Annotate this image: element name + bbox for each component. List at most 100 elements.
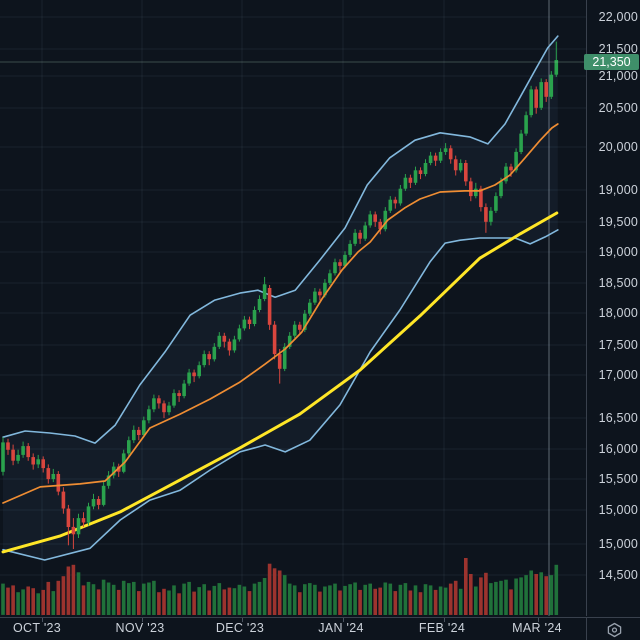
volume-bar <box>328 585 332 615</box>
candle-body <box>494 196 498 211</box>
candle-body <box>137 429 141 435</box>
chart-plot-area[interactable] <box>0 0 586 617</box>
candle-body <box>524 115 528 134</box>
volume-bar <box>21 589 25 615</box>
volume-bar <box>16 592 20 615</box>
volume-bar <box>172 585 176 615</box>
volume-bar <box>489 583 493 615</box>
price-axis-label: 16,500 <box>598 411 638 425</box>
volume-bar <box>247 591 252 615</box>
candle-body <box>1 442 5 472</box>
candle-body <box>363 225 367 239</box>
price-axis-label: 21,500 <box>598 42 638 56</box>
candle-body <box>21 446 25 455</box>
candle-body <box>192 372 196 377</box>
volume-bar <box>101 579 106 615</box>
volume-bar <box>182 583 186 615</box>
candle-body <box>333 262 337 274</box>
candle-body <box>152 398 156 410</box>
time-axis-label: FEB '24 <box>418 621 466 635</box>
price-axis-label: 16,000 <box>598 442 638 456</box>
candle-body <box>358 232 362 239</box>
candle-body <box>287 335 292 347</box>
volume-bar <box>418 592 423 615</box>
time-axis-label: JAN '24 <box>318 621 364 635</box>
price-axis-label: 18,500 <box>598 276 638 290</box>
candle-body <box>443 148 448 152</box>
volume-bar <box>106 582 111 615</box>
volume-bar <box>41 589 45 615</box>
volume-bar <box>31 588 35 615</box>
candle-body <box>247 319 252 324</box>
candle-body <box>242 319 247 329</box>
candle-body <box>318 291 322 296</box>
candle-body <box>368 214 372 226</box>
volume-bar <box>1 583 5 615</box>
time-axis-tick <box>343 618 344 622</box>
volume-bar <box>11 585 15 615</box>
volume-bar <box>162 588 166 615</box>
axis-corner <box>586 617 640 640</box>
volume-bar <box>207 590 211 615</box>
candle-body <box>539 82 543 108</box>
candle-body <box>267 288 272 325</box>
candle-body <box>448 148 453 160</box>
candle-body <box>252 310 257 324</box>
volume-bar <box>227 587 232 615</box>
price-axis-label: 15,000 <box>598 537 638 551</box>
price-axis-label: 19,500 <box>598 215 638 229</box>
volume-bar <box>287 583 292 615</box>
candle-body <box>227 341 232 351</box>
candle-body <box>36 459 40 465</box>
time-axis[interactable]: OCT '23 NOV '23 DEC '23 JAN '24 FEB '24 MAR '… <box>0 617 586 640</box>
candle-body <box>237 328 242 340</box>
price-axis-label: 15,000 <box>598 503 638 517</box>
candle-body <box>458 163 463 171</box>
volume-bar <box>257 581 262 615</box>
candle-body <box>418 170 423 174</box>
candle-body <box>81 518 86 523</box>
volume-bar <box>514 578 518 615</box>
candle-body <box>56 474 61 492</box>
volume-bar <box>56 580 61 615</box>
candle-body <box>71 526 76 535</box>
candle-body <box>378 221 382 230</box>
volume-bar <box>177 593 181 615</box>
volume-bar <box>61 576 66 615</box>
candle-body <box>549 74 554 97</box>
volume-bar <box>137 591 141 615</box>
volume-bar <box>368 583 372 615</box>
price-axis-label: 21,000 <box>598 69 638 83</box>
volume-bar <box>448 583 453 615</box>
candle-body <box>187 372 191 384</box>
volume-bar <box>142 583 146 615</box>
candle-body <box>96 499 101 505</box>
volume-bar <box>86 581 91 615</box>
price-axis[interactable]: 22,000 21,500 21,000 20,500 20,000 19,000 19,5… <box>584 0 640 616</box>
volume-bar <box>539 572 543 615</box>
settings-icon[interactable] <box>606 622 623 638</box>
time-axis-label: DEC '23 <box>215 621 265 635</box>
volume-bar <box>378 587 382 615</box>
candle-body <box>277 354 282 369</box>
volume-bar <box>36 593 40 615</box>
volume-bar <box>554 564 559 615</box>
volume-bar <box>167 590 171 615</box>
volume-bar <box>313 584 317 615</box>
volume-bar <box>323 586 327 615</box>
volume-bar <box>66 566 71 615</box>
time-axis-tick <box>142 618 143 622</box>
volume-bar <box>509 589 513 615</box>
candle-body <box>398 188 403 204</box>
candle-body <box>308 302 312 314</box>
candle-body <box>232 339 237 351</box>
candle-body <box>433 155 438 161</box>
price-axis-label: 17,000 <box>598 368 638 382</box>
time-axis-label: OCT '23 <box>12 621 62 635</box>
volume-bar <box>157 592 161 615</box>
volume-bar <box>217 583 222 615</box>
candle-body <box>167 405 171 413</box>
candle-body <box>469 181 473 197</box>
candle-body <box>408 177 413 183</box>
volume-bar <box>363 584 367 615</box>
